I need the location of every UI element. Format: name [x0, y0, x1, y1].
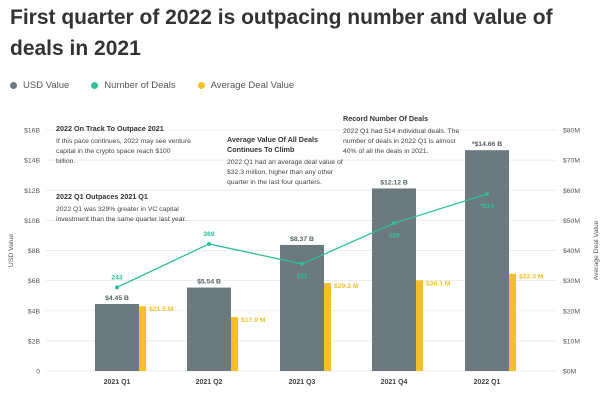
deals-point	[207, 241, 211, 246]
usd-bar	[280, 244, 324, 371]
annotation-outpace-2021-heading: 2022 On Track To Outpace 2021	[56, 124, 164, 133]
x-tick-label: 2021 Q2	[196, 379, 223, 386]
legend-swatch-average-deal-value	[197, 82, 205, 89]
y-tick-label: $4B	[28, 308, 41, 315]
avg-deal-label: $21.5 M	[149, 306, 174, 313]
avg-deal-label: $29.2 M	[334, 283, 359, 290]
x-tick-label: 2021 Q4	[381, 379, 408, 386]
y-tick-label: $2B	[28, 338, 41, 345]
legend: USD Value Number of Deals Average Deal V…	[10, 80, 294, 91]
avg-deal-bar	[324, 283, 331, 371]
avg-deal-bar	[509, 273, 516, 371]
avg-deal-bar	[231, 317, 238, 371]
annotation-outpace-2021-body: If this pace continues, 2022 may see ven…	[56, 138, 191, 165]
y2-tick-label: $30M	[563, 278, 580, 285]
y-tick-label: $12B	[24, 188, 40, 195]
annotation-q1-outpaces-body: 2022 Q1 was 329% greater in VC capital i…	[56, 206, 187, 223]
usd-bar	[372, 188, 416, 371]
y-tick-label: $14B	[24, 158, 40, 165]
y-tick-label: $16B	[24, 128, 40, 135]
x-tick-label: 2022 Q1	[474, 379, 501, 386]
legend-swatch-usd-value	[10, 82, 17, 89]
y2-tick-label: $80M	[563, 128, 580, 135]
avg-deal-label: $32.3 M	[519, 274, 544, 281]
y-tick-label: $10B	[24, 218, 40, 225]
annotation-average-value-body: 2022 Q1 had an average deal value of $32…	[227, 159, 343, 186]
y2-tick-label: $60M	[563, 188, 580, 195]
avg-deal-bar	[416, 280, 423, 371]
legend-label-average-deal-value: Average Deal Value	[210, 80, 295, 91]
avg-deal-bar	[139, 306, 146, 371]
usd-bar	[465, 150, 509, 371]
deals-label: 243	[111, 274, 123, 281]
deals-label: *514	[480, 203, 494, 210]
deals-label: 311	[297, 273, 308, 280]
y-tick-label: $6B	[28, 278, 41, 285]
annotation-average-value: Average Value Of All Deals Continues To …	[227, 135, 347, 188]
usd-bar	[187, 287, 231, 371]
y2-axis-title: Average Deal Value	[593, 220, 600, 280]
y-tick-label: 0	[36, 369, 40, 376]
y2-tick-label: $0M	[563, 369, 577, 376]
legend-label-usd-value: USD Value	[23, 80, 70, 91]
deals-label: 369	[203, 231, 215, 238]
y2-tick-label: $20M	[563, 308, 580, 315]
y2-tick-label: $10M	[563, 338, 580, 345]
annotation-record-deals-body: 2022 Q1 had 514 individual deals. The nu…	[343, 128, 460, 155]
legend-item-number-of-deals: Number of Deals	[91, 80, 176, 91]
deals-point	[115, 285, 119, 290]
annotation-average-value-heading: Average Value Of All Deals Continues To …	[227, 135, 318, 154]
legend-swatch-number-of-deals	[91, 82, 99, 89]
y2-tick-label: $50M	[563, 218, 580, 225]
y-tick-label: $8B	[28, 248, 41, 255]
y-axis-title: USD Value	[8, 234, 15, 267]
y2-tick-label: $70M	[563, 158, 580, 165]
annotation-q1-outpaces: 2022 Q1 Outpaces 2021 Q1 2022 Q1 was 329…	[56, 192, 196, 225]
chart-title: First quarter of 2022 is outpacing numbe…	[10, 6, 553, 60]
avg-deal-label: $17.9 M	[241, 317, 266, 324]
legend-label-number-of-deals: Number of Deals	[104, 80, 176, 91]
y2-tick-label: $40M	[563, 248, 580, 255]
deals-label: 429	[388, 232, 400, 239]
avg-deal-label: $30.1 M	[426, 280, 451, 287]
usd-bar-label: $8.37 B	[290, 236, 314, 243]
usd-bar-label: *$14.66 B	[472, 141, 502, 148]
x-tick-label: 2021 Q1	[104, 379, 131, 386]
usd-bar-label: $4.45 B	[105, 295, 129, 302]
legend-item-average-deal-value: Average Deal Value	[197, 80, 295, 91]
legend-item-usd-value: USD Value	[10, 80, 69, 91]
usd-bar-label: $5.54 B	[197, 279, 221, 286]
deals-point	[300, 261, 304, 266]
deals-point	[392, 221, 396, 226]
usd-bar-label: $12.12 B	[380, 179, 408, 186]
annotation-record-deals-heading: Record Number Of Deals	[343, 114, 429, 123]
annotation-q1-outpaces-heading: 2022 Q1 Outpaces 2021 Q1	[56, 192, 148, 201]
annotation-record-deals: Record Number Of Deals 2022 Q1 had 514 i…	[343, 114, 463, 157]
annotation-outpace-2021: 2022 On Track To Outpace 2021 If this pa…	[56, 124, 191, 167]
deals-point	[485, 192, 489, 197]
x-tick-label: 2021 Q3	[289, 379, 316, 386]
usd-bar	[95, 303, 139, 371]
